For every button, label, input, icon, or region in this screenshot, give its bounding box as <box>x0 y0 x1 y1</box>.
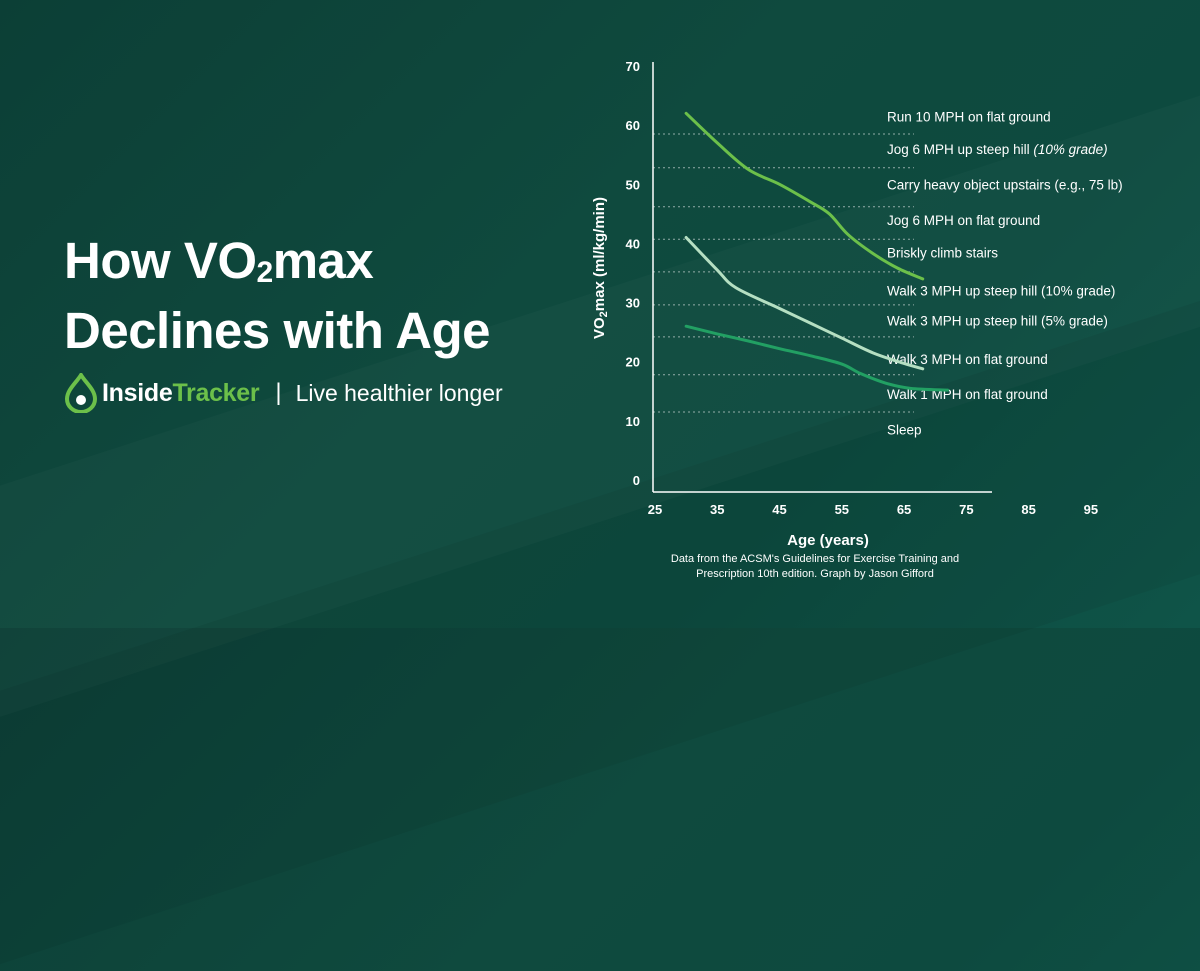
brand-name: InsideTracker <box>102 378 260 407</box>
x-tick-label: 95 <box>1084 502 1098 517</box>
activity-band-label: Walk 3 MPH up steep hill (10% grade) <box>887 284 1115 299</box>
y-tick-label: 60 <box>626 118 640 133</box>
grid-layer <box>653 133 914 413</box>
y-tick-label: 0 <box>633 473 640 488</box>
activity-band-label: Walk 3 MPH up steep hill (5% grade) <box>887 313 1108 328</box>
source-caption: Data from the ACSM's Guidelines for Exer… <box>640 552 990 582</box>
y-tick-label: 70 <box>626 59 640 74</box>
activity-band-label: Run 10 MPH on flat ground <box>887 109 1051 124</box>
series-line-2 <box>684 236 925 371</box>
page-title: How VO2max Declines with Age <box>64 232 584 360</box>
x-tick-label: 35 <box>710 502 724 517</box>
x-axis-label: Age (years) <box>787 532 869 549</box>
axis-layer: Age (years) VO2max (ml/kg/min) <box>591 62 992 549</box>
activity-band-label: Briskly climb stairs <box>887 245 998 260</box>
x-tick-label: 85 <box>1021 502 1035 517</box>
series-layer <box>684 111 950 392</box>
title-line-2: Declines with Age <box>64 302 491 359</box>
tick-layer: 0 10 20 30 40 50 60 70 25 35 45 55 65 75 85 95 <box>626 59 1099 517</box>
brand-divider: | <box>275 379 282 406</box>
activity-band-label: Sleep <box>887 423 922 438</box>
x-tick-label: 75 <box>959 502 973 517</box>
y-tick-label: 30 <box>626 296 640 311</box>
y-axis-label: VO2max (ml/kg/min) <box>591 197 610 339</box>
tagline: Live healthier longer <box>295 379 503 406</box>
activity-band-label: Carry heavy object upstairs (e.g., 75 lb… <box>887 177 1123 192</box>
x-tick-label: 65 <box>897 502 911 517</box>
y-tick-label: 40 <box>626 236 640 251</box>
title-line-1: How VO2max <box>64 232 374 289</box>
activity-band-label: Jog 6 MPH up steep hill (10% grade) <box>887 142 1108 157</box>
band-label-layer: Run 10 MPH on flat ground Jog 6 MPH up st… <box>887 109 1123 437</box>
activity-band-label: Jog 6 MPH on flat ground <box>887 213 1040 228</box>
activity-band-label: Walk 3 MPH on flat ground <box>887 352 1048 367</box>
x-tick-label: 55 <box>835 502 849 517</box>
x-tick-label: 25 <box>648 502 662 517</box>
x-tick-label: 45 <box>772 502 786 517</box>
activity-band-label: Walk 1 MPH on flat ground <box>887 387 1048 402</box>
series-line-3 <box>684 324 950 392</box>
y-tick-label: 20 <box>626 355 640 370</box>
droplet-logo-icon <box>64 373 98 413</box>
vo2max-chart: Age (years) VO2max (ml/kg/min) 0 10 20 30 40… <box>591 59 1123 549</box>
caption-line-1: Data from the ACSM's Guidelines for Exer… <box>670 553 960 565</box>
y-tick-label: 50 <box>626 177 640 192</box>
series-line-1 <box>684 111 925 281</box>
brand-row: InsideTracker | Live healthier longer <box>64 368 503 418</box>
y-tick-label: 10 <box>626 414 640 429</box>
caption-line-2: Prescription 10th edition. Graph by Jaso… <box>696 568 934 580</box>
